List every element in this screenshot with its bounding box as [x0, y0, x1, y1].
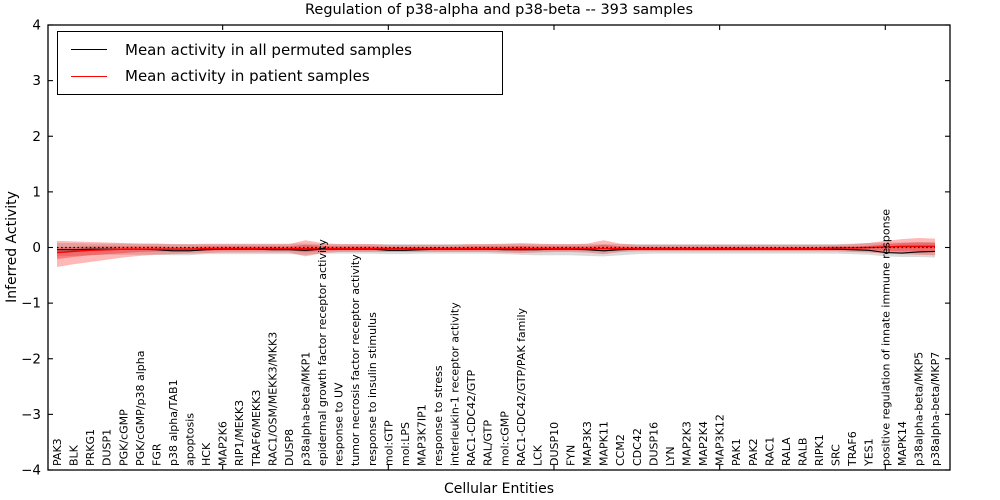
category-label: RALA	[780, 437, 793, 466]
category-label: RIP1/MEKK3	[233, 400, 246, 466]
y-tick-label: 3	[32, 73, 41, 89]
y-tick-label: 0	[32, 240, 41, 256]
category-label: CDC42	[631, 428, 644, 466]
category-label: RIPK1	[813, 434, 826, 466]
category-label: PRKG1	[84, 429, 97, 466]
category-label: DUSP1	[101, 429, 114, 466]
category-label: MAP2K6	[217, 421, 230, 466]
legend-item-patient: Mean activity in patient samples	[58, 67, 502, 85]
category-label: RAL/GTP	[482, 420, 495, 466]
category-label: PGK/cGMP	[117, 409, 130, 466]
patient-samples-band-inner	[57, 242, 935, 260]
category-label: TRAF6	[846, 431, 859, 467]
category-label: FYN	[565, 445, 578, 466]
legend-item-label: Mean activity in all permuted samples	[125, 40, 412, 59]
category-label: LCK	[531, 444, 544, 466]
category-label: TRAF6/MEKK3	[250, 390, 263, 467]
y-tick-label: 2	[32, 129, 41, 145]
category-label: p38alpha-beta/MKP1	[299, 352, 312, 466]
chart-title: Regulation of p38-alpha and p38-beta -- …	[304, 2, 694, 18]
y-tick-label: −2	[21, 351, 41, 367]
category-label: MAP3K7IP1	[415, 404, 428, 466]
category-label: PAK3	[51, 438, 64, 466]
category-label: MAPK11	[598, 421, 611, 466]
category-label: DUSP16	[647, 422, 660, 466]
category-label: p38alpha-beta/MKP5	[912, 352, 925, 466]
category-label: BLK	[68, 444, 81, 466]
category-label: p38 alpha/TAB1	[167, 379, 180, 466]
y-tick-label: −1	[21, 296, 41, 312]
x-axis-label: Cellular Entities	[443, 481, 555, 497]
category-label: PAK2	[747, 438, 760, 466]
category-label: RALB	[796, 438, 809, 466]
y-tick-label: −4	[21, 463, 41, 479]
category-label: PAK1	[730, 438, 743, 466]
category-label: MAP3K3	[581, 421, 594, 466]
category-label: RAC1-CDC42/GTP/PAK family	[515, 307, 528, 466]
category-label: interleukin-1 receptor activity	[449, 302, 462, 466]
category-label: DUSP10	[548, 422, 561, 466]
y-tick-label: −3	[21, 407, 41, 423]
y-tick-label: 4	[32, 18, 41, 34]
patient-mean-line	[56, 245, 935, 254]
legend-item-permuted: Mean activity in all permuted samples	[58, 41, 502, 59]
category-label: p38alpha-beta/MKP7	[929, 352, 942, 466]
category-label: SRC	[830, 444, 843, 466]
patient-samples-band-outer	[57, 238, 935, 267]
category-label: positive regulation of innate immune res…	[879, 209, 892, 466]
category-label: MAPK14	[896, 421, 909, 466]
category-label: DUSP8	[283, 429, 296, 466]
category-label: RAC1-CDC42/GTP	[465, 369, 478, 466]
category-label: FGR	[150, 443, 163, 466]
category-label: tumor necrosis factor receptor activity	[349, 254, 362, 466]
category-label: LYN	[664, 446, 677, 466]
category-label: HCK	[200, 442, 213, 466]
category-label: mol:cGMP	[498, 411, 511, 466]
category-label: apoptosis	[184, 413, 197, 466]
y-axis-label: Inferred Activity	[4, 191, 20, 303]
category-label: response to stress	[432, 365, 445, 466]
permuted-line-swatch	[71, 49, 107, 51]
category-label: epidermal growth factor receptor activit…	[316, 239, 329, 466]
category-label: response to UV	[333, 382, 346, 466]
y-tick-label: 1	[32, 184, 41, 200]
category-label: response to insulin stimulus	[366, 312, 379, 466]
category-label: CCM2	[614, 434, 627, 466]
legend: Mean activity in all permuted samples Me…	[57, 31, 503, 95]
category-label: PGK/cGMP/p38 alpha	[134, 351, 147, 466]
legend-item-label: Mean activity in patient samples	[125, 67, 370, 86]
category-label: MAP2K3	[681, 421, 694, 466]
patient-line-swatch	[71, 75, 107, 77]
category-label: mol:GTP	[382, 420, 395, 466]
category-label: mol:LPS	[399, 422, 412, 466]
category-label: RAC1	[763, 437, 776, 466]
category-label: RAC1/OSM/MEKK3/MKK3	[266, 332, 279, 466]
category-label: MAP2K4	[697, 421, 710, 466]
category-label: MAP3K12	[714, 414, 727, 466]
category-label: YES1	[863, 438, 876, 467]
